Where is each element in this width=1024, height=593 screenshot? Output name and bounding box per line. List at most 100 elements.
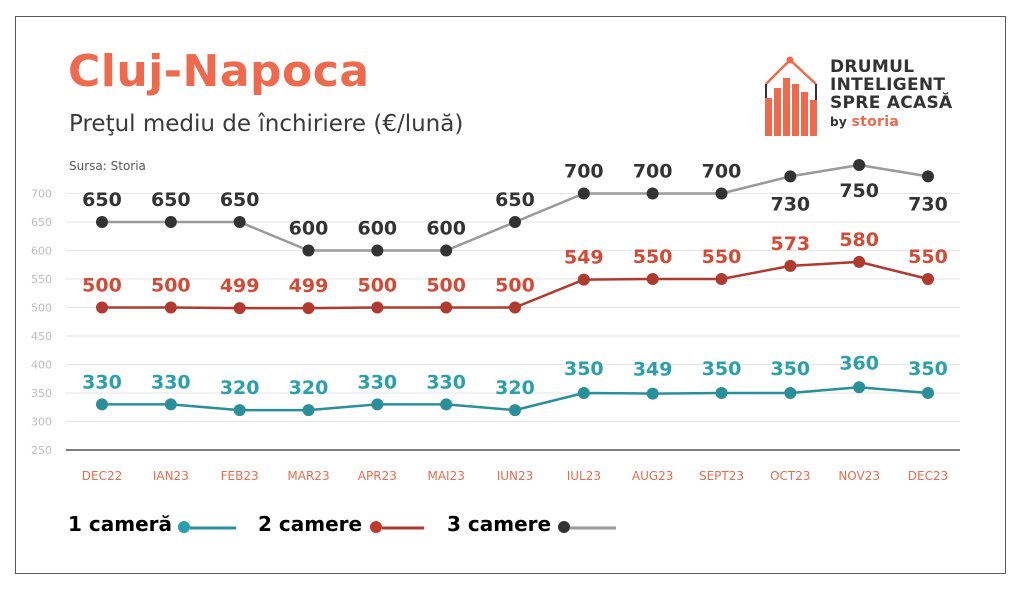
data-label: 500 (357, 275, 397, 297)
source-note: Sursa: Storia (69, 159, 146, 173)
data-label: 350 (702, 358, 742, 380)
data-point (302, 404, 315, 417)
data-point (646, 187, 659, 200)
data-point (233, 404, 246, 417)
data-point (646, 387, 659, 400)
x-tick-label: IAN23 (153, 469, 189, 483)
data-point (440, 301, 453, 314)
data-label: 730 (770, 193, 810, 215)
x-tick-label: MAR23 (287, 469, 329, 483)
y-tick-label: 350 (31, 387, 52, 400)
data-point (164, 216, 177, 228)
data-point (853, 381, 866, 394)
data-label: 330 (82, 371, 122, 393)
data-label: 499 (220, 275, 260, 297)
x-tick-label: AUG23 (632, 469, 674, 483)
data-point (164, 301, 177, 314)
data-label: 349 (633, 359, 673, 381)
data-label: 580 (839, 229, 879, 251)
data-label: 500 (426, 275, 466, 297)
data-label: 550 (633, 246, 673, 268)
house-chart-logo-icon (765, 56, 817, 136)
legend-label-3-camere: 3 camere (447, 512, 552, 536)
y-tick-label: 250 (31, 444, 52, 457)
data-label: 330 (357, 371, 397, 393)
data-point (784, 387, 797, 399)
logo-by-text: by (830, 115, 848, 129)
data-point (233, 216, 246, 228)
x-tick-label: SEPT23 (699, 469, 744, 483)
data-point (440, 398, 453, 411)
data-point (715, 273, 728, 285)
chart-frame (15, 16, 1006, 574)
data-label: 650 (151, 189, 191, 211)
y-tick-label: 650 (31, 216, 52, 229)
data-label: 650 (82, 189, 122, 211)
legend-label-1-camera: 1 cameră (68, 512, 172, 536)
data-point (577, 387, 590, 399)
data-point (715, 387, 728, 399)
data-point (853, 159, 866, 171)
data-point (922, 170, 934, 183)
data-point (96, 216, 108, 228)
y-tick-label: 700 (31, 188, 52, 201)
data-point (302, 244, 315, 257)
x-tick-label: DEC23 (908, 469, 948, 483)
data-point (164, 398, 177, 411)
data-label: 500 (82, 275, 122, 297)
data-point (577, 187, 590, 200)
x-tick-label: IUN23 (497, 469, 534, 483)
legend-label-2-camere: 2 camere (258, 512, 363, 536)
data-point (96, 301, 108, 314)
data-label: 573 (770, 233, 810, 255)
data-point (784, 170, 797, 183)
data-label: 320 (220, 377, 260, 399)
data-label: 600 (357, 218, 397, 240)
data-point (922, 387, 934, 399)
data-label: 650 (495, 189, 535, 211)
data-point (577, 273, 590, 286)
data-point (646, 273, 659, 285)
data-label: 600 (289, 218, 329, 240)
data-label: 500 (151, 275, 191, 297)
data-point (715, 187, 728, 200)
x-tick-label: NOV23 (838, 469, 880, 483)
data-point (302, 302, 315, 315)
x-tick-label: APR23 (358, 469, 397, 483)
data-point (509, 216, 521, 228)
data-label: 730 (908, 193, 948, 215)
x-tick-label: IUL23 (567, 469, 601, 483)
chart-subtitle: Preţul mediu de închiriere (€/lună) (69, 111, 464, 137)
data-label: 320 (495, 377, 535, 399)
data-point (96, 398, 108, 411)
legend-swatch-2-camere (370, 521, 424, 533)
chart-title: Cluj-Napoca (68, 46, 370, 97)
data-label: 499 (289, 275, 329, 297)
data-point (440, 244, 453, 257)
data-label: 750 (839, 180, 879, 202)
data-label: 330 (426, 371, 466, 393)
logo-wordmark: DRUMUL INTELIGENT SPRE ACASĂ by storia (830, 58, 953, 131)
logo-line-2: INTELIGENT (830, 75, 946, 95)
legend-swatch-3-camere (558, 521, 616, 533)
y-tick-label: 300 (31, 416, 52, 429)
data-label: 360 (839, 352, 879, 374)
data-label: 700 (564, 161, 604, 183)
y-tick-label: 550 (31, 273, 52, 286)
data-point (371, 301, 384, 314)
data-label: 600 (426, 218, 466, 240)
data-label: 350 (908, 358, 948, 380)
data-label: 550 (702, 246, 742, 268)
data-point (371, 244, 384, 257)
data-label: 330 (151, 371, 191, 393)
x-tick-label: FEB23 (221, 469, 259, 483)
data-point (233, 302, 246, 315)
y-tick-label: 450 (31, 330, 52, 343)
x-tick-label: DEC22 (82, 469, 122, 483)
data-label: 550 (908, 246, 948, 268)
data-label: 500 (495, 275, 535, 297)
data-point (853, 255, 866, 268)
logo-byline: by storia (830, 113, 953, 131)
data-label: 549 (564, 247, 604, 269)
